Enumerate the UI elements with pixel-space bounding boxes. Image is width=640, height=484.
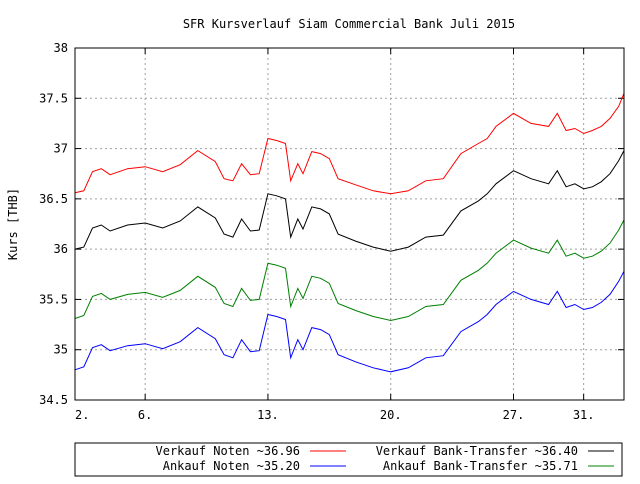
- plot-frame: [74, 47, 625, 401]
- y-axis-ticks: 34.5 35 35.5 36 36.5 37 37.5 38: [39, 41, 624, 407]
- y-tick-label: 36: [54, 242, 68, 256]
- series-line-4: [74, 219, 625, 322]
- y-tick-label: 35: [54, 343, 68, 357]
- legend-box: [74, 442, 623, 477]
- y-tick-label: 34.5: [39, 393, 68, 407]
- y-tick-label: 35.5: [39, 292, 68, 306]
- legend-label: Ankauf Noten ~35.20: [163, 459, 300, 473]
- x-axis-ticks: 2. 6. 13. 20. 27. 31.: [74, 48, 595, 422]
- y-tick-label: 36.5: [39, 192, 68, 206]
- legend-label: Ankauf Bank-Transfer ~35.71: [383, 459, 578, 473]
- grid-lines: [75, 48, 624, 400]
- x-tick-label: 13.: [257, 408, 279, 422]
- y-axis-label: Kurs [THB]: [6, 188, 20, 260]
- x-tick-label: 31.: [573, 408, 595, 422]
- chart-title: SFR Kursverlauf Siam Commercial Bank Jul…: [183, 17, 515, 31]
- y-tick-label: 37.5: [39, 91, 68, 105]
- series-lines: [74, 93, 625, 373]
- series-line-2: [74, 271, 625, 373]
- x-tick-label: 2.: [75, 408, 89, 422]
- x-tick-label: 27.: [503, 408, 525, 422]
- x-tick-label: 6.: [138, 408, 152, 422]
- series-line-3: [74, 150, 625, 252]
- x-tick-label: 20.: [380, 408, 402, 422]
- legend-label: Verkauf Noten ~36.96: [156, 444, 301, 458]
- legend-label: Verkauf Bank-Transfer ~36.40: [376, 444, 578, 458]
- y-tick-label: 37: [54, 142, 68, 156]
- series-line-1: [74, 93, 625, 195]
- y-tick-label: 38: [54, 41, 68, 55]
- legend: Verkauf Noten ~36.96 Verkauf Bank-Transfe…: [74, 442, 623, 477]
